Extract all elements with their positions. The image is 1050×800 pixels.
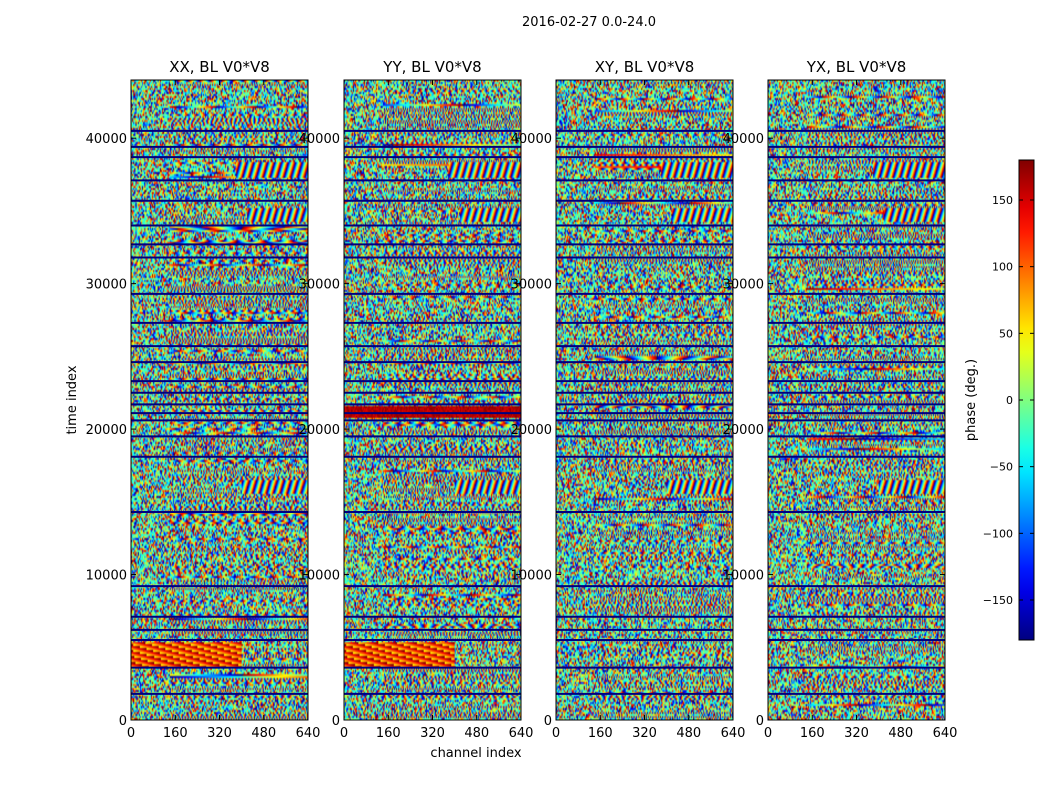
panel-xx: XX, BL V0*V8 0 160 320 480 640 0 10000 20000 3000… <box>86 58 321 741</box>
panel-xy: XY, BL V0*V8 0 160 320 480 640 0 10000 20000 3000… <box>511 58 746 741</box>
x-tick-label: 320 <box>207 726 232 741</box>
x-tick-label: 0 <box>127 726 135 741</box>
x-tick-label: 480 <box>888 726 913 741</box>
heatmap-image <box>556 80 733 720</box>
x-tick-label: 320 <box>420 726 445 741</box>
figure-title: 2016-02-27 0.0-24.0 <box>522 15 656 30</box>
y-tick-label: 0 <box>544 714 552 729</box>
panel-title: XY, BL V0*V8 <box>595 58 695 76</box>
x-tick-label: 640 <box>296 726 321 741</box>
colorbar-label: phase (deg.) <box>964 359 979 441</box>
y-tick-label: 30000 <box>299 278 340 293</box>
y-tick-label: 0 <box>119 714 127 729</box>
colorbar-tick-label: −100 <box>983 527 1013 540</box>
colorbar-tick-label: 0 <box>1006 394 1013 407</box>
x-tick-label: 320 <box>844 726 869 741</box>
x-tick-label: 640 <box>509 726 534 741</box>
panel-title: YY, BL V0*V8 <box>382 58 481 76</box>
y-tick-label: 30000 <box>511 278 552 293</box>
y-tick-label: 40000 <box>723 132 764 147</box>
heatmap-image <box>131 80 308 720</box>
y-tick-label: 10000 <box>723 569 764 584</box>
y-tick-label: 20000 <box>511 423 552 438</box>
y-tick-label: 0 <box>756 714 764 729</box>
y-tick-label: 10000 <box>299 569 340 584</box>
x-tick-label: 320 <box>632 726 657 741</box>
panel-title: XX, BL V0*V8 <box>169 58 270 76</box>
x-tick-label: 160 <box>588 726 613 741</box>
y-tick-label: 30000 <box>723 278 764 293</box>
panel-yx: YX, BL V0*V8 0 160 320 480 640 0 10000 20000 3000… <box>723 58 958 741</box>
panels: XX, BL V0*V8 0 160 320 480 640 0 10000 20000 3000… <box>86 58 958 741</box>
x-tick-label: 160 <box>163 726 188 741</box>
y-tick-label: 40000 <box>299 132 340 147</box>
x-tick-label: 160 <box>376 726 401 741</box>
colorbar: 150 100 50 0 −50 −100 −150 <box>983 159 1035 641</box>
panel-yy: YY, BL V0*V8 0 160 320 480 640 0 10000 20000 3000… <box>299 58 534 741</box>
colorbar-tick-label: 100 <box>992 261 1013 274</box>
y-tick-label: 0 <box>332 714 340 729</box>
heatmap-image <box>768 80 945 720</box>
y-tick-label: 30000 <box>86 278 127 293</box>
x-tick-label: 480 <box>676 726 701 741</box>
y-axis-label: time index <box>65 365 80 434</box>
x-tick-label: 160 <box>800 726 825 741</box>
y-tick-label: 10000 <box>86 569 127 584</box>
x-tick-label: 0 <box>764 726 772 741</box>
y-tick-label: 10000 <box>511 569 552 584</box>
y-tick-label: 20000 <box>723 423 764 438</box>
x-tick-label: 640 <box>721 726 746 741</box>
colorbar-tick-label: 150 <box>992 194 1013 207</box>
x-tick-label: 0 <box>340 726 348 741</box>
y-tick-label: 20000 <box>86 423 127 438</box>
x-tick-label: 480 <box>464 726 489 741</box>
y-tick-label: 40000 <box>511 132 552 147</box>
colorbar-tick-label: −150 <box>983 594 1013 607</box>
x-axis-label: channel index <box>430 746 521 761</box>
colorbar-tick-label: 50 <box>999 327 1013 340</box>
x-tick-label: 480 <box>251 726 276 741</box>
colorbar-tick-label: −50 <box>990 461 1013 474</box>
y-tick-label: 20000 <box>299 423 340 438</box>
x-tick-label: 0 <box>552 726 560 741</box>
heatmap-image <box>344 80 521 720</box>
panel-title: YX, BL V0*V8 <box>806 58 907 76</box>
y-tick-label: 40000 <box>86 132 127 147</box>
x-tick-label: 640 <box>933 726 958 741</box>
